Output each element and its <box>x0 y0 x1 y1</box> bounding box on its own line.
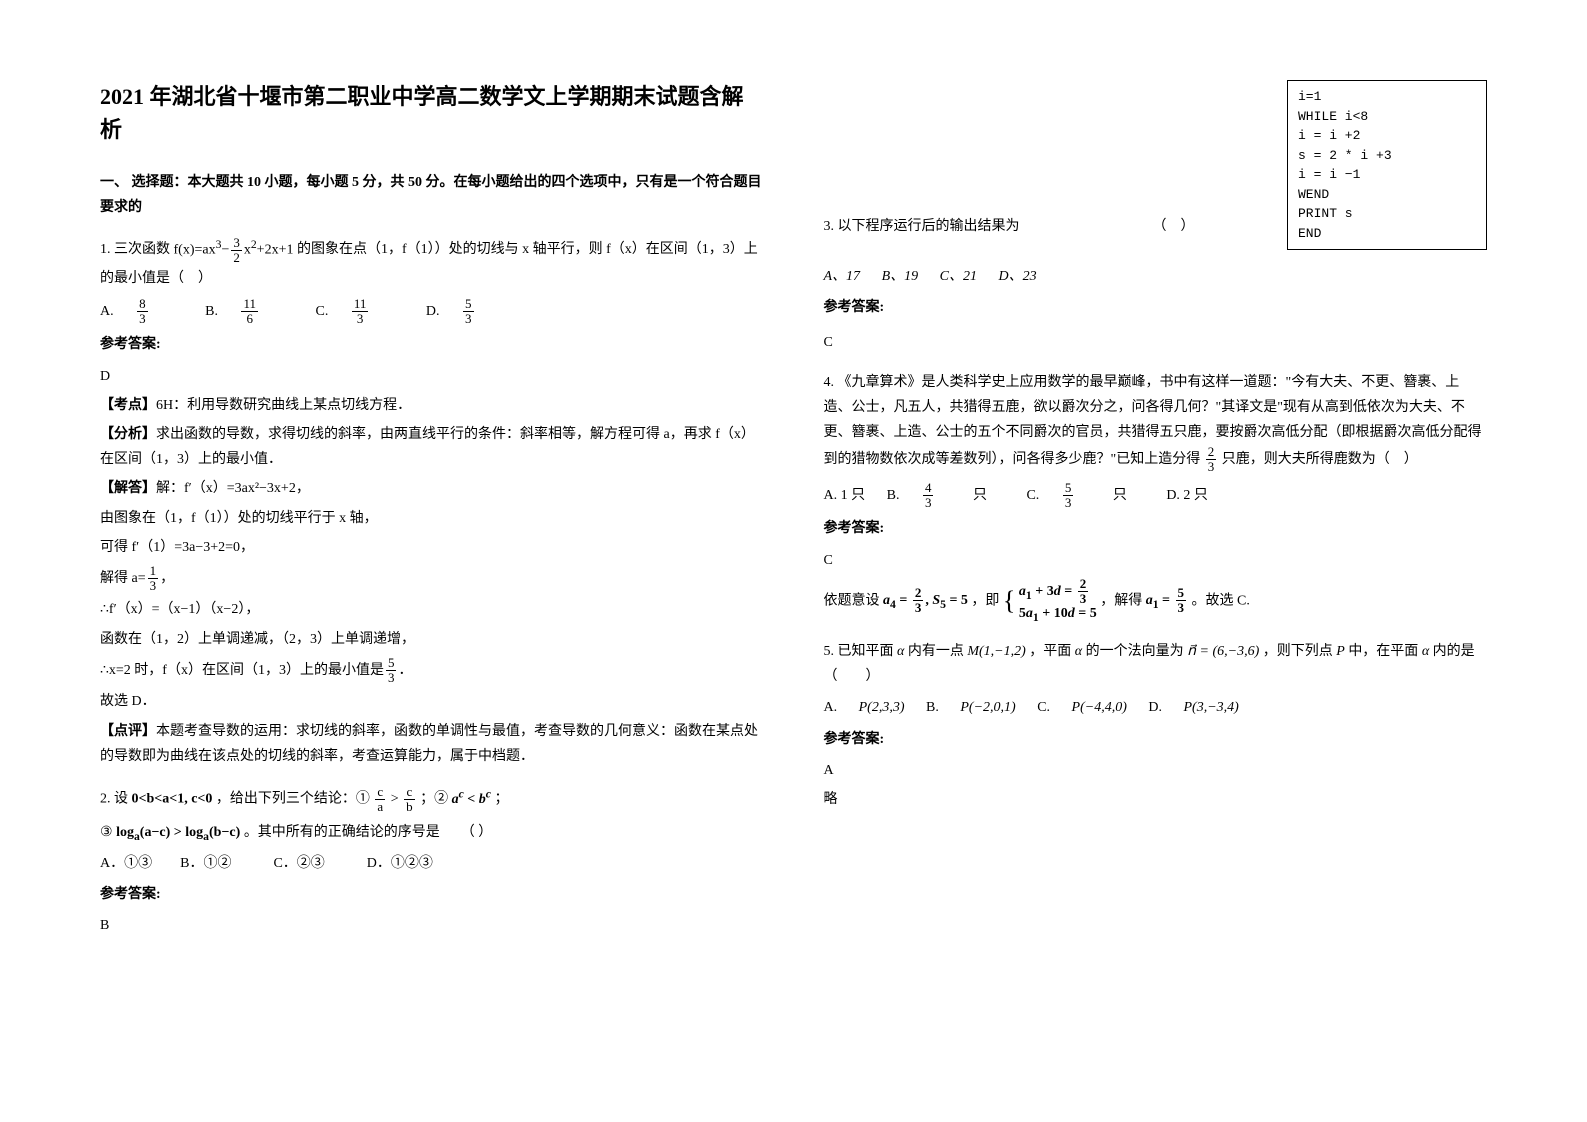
q1-jieda7: ∴x=2 时，f（x）在区间（1，3）上的最小值是53． <box>100 656 764 686</box>
q1-jieda6: 函数在（1，2）上单调递减，（2，3）上单调递增， <box>100 627 764 652</box>
q4-optA: A. 1 只 <box>824 488 866 503</box>
q1-dianping: 【点评】本题考查导数的运用：求切线的斜率，函数的单调性与最值，考查导数的几何意义… <box>100 719 764 769</box>
code-l2: WHILE i<8 <box>1298 107 1476 127</box>
code-l1: i=1 <box>1298 87 1476 107</box>
q4-optD: D. 2 只 <box>1166 488 1208 503</box>
question-4: 4. 《九章算术》是人类科学史上应用数学的最早巅峰，书中有这样一道题："今有大夫… <box>824 370 1488 475</box>
q3-code-box: i=1 WHILE i<8 i = i +2 s = 2 * i +3 i = … <box>1287 80 1487 250</box>
q4-explanation: 依题意设 a4 = 23, S5 = 5 ，即 { a1 + 3d = 23 5… <box>824 577 1488 625</box>
q1-options: A. 83 B. 116 C. 113 D. 53 <box>100 297 764 327</box>
section1-head: 一、 选择题：本大题共 10 小题，每小题 5 分，共 50 分。在每小题给出的… <box>100 170 764 220</box>
q1-jieda8: 故选 D． <box>100 689 764 714</box>
q5-optD: D. P(3,−3,4) <box>1148 700 1238 715</box>
q4-options: A. 1 只 B. 43 只 C. 53 只 D. 2 只 <box>824 481 1488 511</box>
q1-optA: A. 83 <box>100 304 184 319</box>
q3-answer-label: 参考答案: <box>824 295 1488 320</box>
q1-jieda1: 【解答】解：f′（x）=3ax²−3x+2， <box>100 476 764 501</box>
code-l7: PRINT s <box>1298 204 1476 224</box>
q2-c2: ac < bc <box>452 792 491 807</box>
q1-answer: D <box>100 364 764 389</box>
q3-options: A、17 B、19 C、21 D、23 <box>824 264 1488 289</box>
q2-answer-label: 参考答案: <box>100 882 764 907</box>
q1-jieda2: 由图象在（1，f（1））处的切线平行于 x 轴， <box>100 506 764 531</box>
q5-optC: C. P(−4,4,0) <box>1037 700 1127 715</box>
q1-jieda5: ∴f′（x）=（x−1）（x−2）， <box>100 597 764 622</box>
q1-stem-prefix: 1. 三次函数 <box>100 242 170 257</box>
foo: i=1 WHILE i<8 i = i +2 s = 2 * i +3 i = … <box>824 80 1488 943</box>
left-column: 2021 年湖北省十堰市第二职业中学高二数学文上学期期末试题含解析 一、 选择题… <box>100 80 764 943</box>
question-5: 5. 已知平面 α 内有一点 M(1,−1,2) ，平面 α 的一个法向量为 n… <box>824 639 1488 689</box>
q4-optB: B. 43 只 <box>887 488 1005 503</box>
code-l6: WEND <box>1298 185 1476 205</box>
q5-options: A. P(2,3,3) B. P(−2,0,1) C. P(−4,4,0) D.… <box>824 695 1488 720</box>
q1-fenxi: 【分析】求出函数的导数，求得切线的斜率，由两直线平行的条件：斜率相等，解方程可得… <box>100 422 764 472</box>
q1-formula: f(x)=ax3−32x2+2x+1 <box>174 234 294 265</box>
q4-answer-label: 参考答案: <box>824 516 1488 541</box>
q2-options: A．①③ B．①② C．②③ D．①②③ <box>100 851 764 876</box>
q1-jieda4: 解得 a=13， <box>100 564 764 594</box>
code-l5: i = i −1 <box>1298 165 1476 185</box>
q1-optC: C. 113 <box>316 304 405 319</box>
q1-optD: D. 53 <box>426 304 510 319</box>
q2-cond: 0<b<a<1, c<0 <box>132 792 213 807</box>
q5-answer-label: 参考答案: <box>824 727 1488 752</box>
q2-c3: loga(a−c) > loga(b−c) <box>116 825 240 840</box>
q1-jieda3: 可得 f′（1）=3a−3+2=0， <box>100 535 764 560</box>
exam-title: 2021 年湖北省十堰市第二职业中学高二数学文上学期期末试题含解析 <box>100 80 764 146</box>
q2-answer: B <box>100 913 764 938</box>
q4-answer: C <box>824 548 1488 573</box>
code-l4: s = 2 * i +3 <box>1298 146 1476 166</box>
question-1: 1. 三次函数 f(x)=ax3−32x2+2x+1 的图象在点（1，f（1））… <box>100 234 764 290</box>
q4-optC: C. 53 只 <box>1026 488 1144 503</box>
q5-answer: A <box>824 758 1488 783</box>
code-l8: END <box>1298 224 1476 244</box>
q3-answer: C <box>824 330 1488 355</box>
q1-optB: B. 116 <box>205 304 294 319</box>
q1-kaodian: 【考点】6H：利用导数研究曲线上某点切线方程． <box>100 393 764 418</box>
code-l3: i = i +2 <box>1298 126 1476 146</box>
q5-optA: A. P(2,3,3) <box>824 700 905 715</box>
q5-extra: 略 <box>824 787 1488 812</box>
q5-optB: B. P(−2,0,1) <box>926 700 1016 715</box>
question-2: 2. 设 0<b<a<1, c<0 ，给出下列三个结论：① ca > cb ；②… <box>100 783 764 814</box>
q1-answer-label: 参考答案: <box>100 332 764 357</box>
q2-c3-line: ③ loga(a−c) > loga(b−c) 。其中所有的正确结论的序号是 （… <box>100 820 764 847</box>
